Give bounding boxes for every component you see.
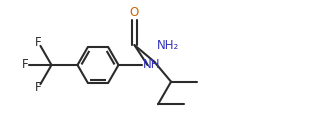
Text: NH₂: NH₂ (157, 39, 180, 52)
Text: F: F (35, 36, 42, 49)
Text: NH: NH (143, 58, 160, 71)
Text: F: F (22, 58, 29, 71)
Text: O: O (130, 6, 139, 19)
Text: F: F (35, 81, 42, 94)
